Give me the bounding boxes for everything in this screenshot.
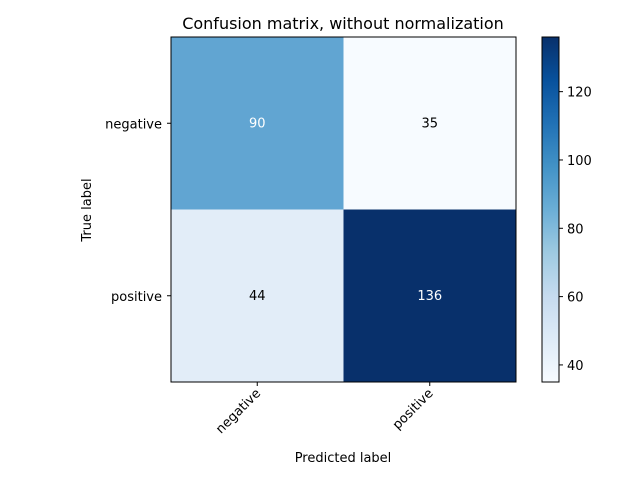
heatmap-cells (171, 37, 516, 382)
heatmap-cell-labels: 90 35 44 136 (249, 116, 442, 304)
colorbar-tick-label: 80 (567, 222, 584, 237)
colorbar-tick-label: 40 (567, 359, 584, 374)
colorbar-tick-label: 100 (567, 154, 592, 169)
y-axis-ticks: negative positive (105, 117, 171, 305)
x-tick-label: negative (213, 386, 264, 437)
heatmap-cell (343, 209, 516, 382)
heatmap-cell (171, 37, 344, 210)
plot-frame (170, 36, 517, 383)
cell-value-label: 44 (249, 289, 266, 304)
y-tick-label: negative (105, 117, 162, 132)
heatmap-cell (171, 209, 344, 382)
x-tick-label: positive (390, 386, 437, 433)
cell-value-label: 90 (249, 116, 266, 131)
cell-value-label: 35 (421, 116, 438, 131)
y-tick-label: positive (111, 290, 162, 305)
cell-value-label: 136 (417, 289, 442, 304)
colorbar (541, 36, 560, 383)
colorbar-tick-label: 120 (567, 86, 592, 101)
x-axis-ticks: negative positive (213, 382, 437, 437)
x-axis-label: Predicted label (295, 451, 392, 466)
colorbar-tick-label: 60 (567, 291, 584, 306)
y-axis-label: True label (80, 178, 95, 242)
chart-title: Confusion matrix, without normalization (182, 14, 504, 33)
colorbar-ticks: 40 60 80 100 120 (559, 86, 592, 374)
heatmap-cell (343, 37, 516, 210)
